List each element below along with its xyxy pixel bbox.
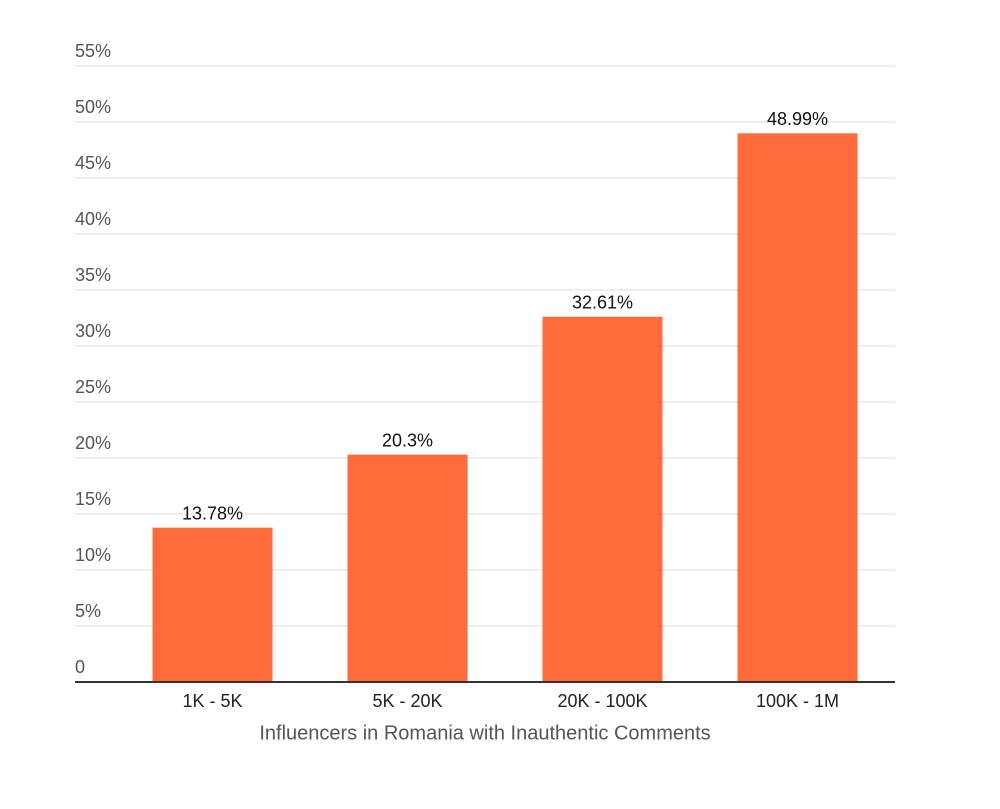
- y-tick-label: 15%: [75, 489, 111, 509]
- y-tick-label: 5%: [75, 601, 101, 621]
- value-label: 32.61%: [572, 293, 633, 313]
- value-label: 13.78%: [182, 503, 243, 523]
- y-tick-label: 50%: [75, 97, 111, 117]
- bar: [737, 133, 858, 682]
- y-tick-label: 45%: [75, 153, 111, 173]
- x-tick-label: 100K - 1M: [756, 691, 839, 711]
- value-label: 48.99%: [767, 109, 828, 129]
- y-tick-label: 25%: [75, 377, 111, 397]
- y-tick-label: 0: [75, 657, 85, 677]
- y-tick-label: 35%: [75, 265, 111, 285]
- value-label: 20.3%: [382, 430, 433, 450]
- y-tick-label: 55%: [75, 41, 111, 61]
- x-tick-label: 5K - 20K: [372, 691, 442, 711]
- y-tick-label: 40%: [75, 209, 111, 229]
- x-tick-label: 1K - 5K: [182, 691, 242, 711]
- bar: [347, 454, 468, 682]
- y-tick-label: 30%: [75, 321, 111, 341]
- x-axis-title: Influencers in Romania with Inauthentic …: [259, 722, 710, 744]
- y-tick-label: 20%: [75, 433, 111, 453]
- x-tick-label: 20K - 100K: [557, 691, 647, 711]
- bar: [542, 316, 663, 682]
- y-tick-label: 10%: [75, 545, 111, 565]
- bar: [152, 527, 273, 682]
